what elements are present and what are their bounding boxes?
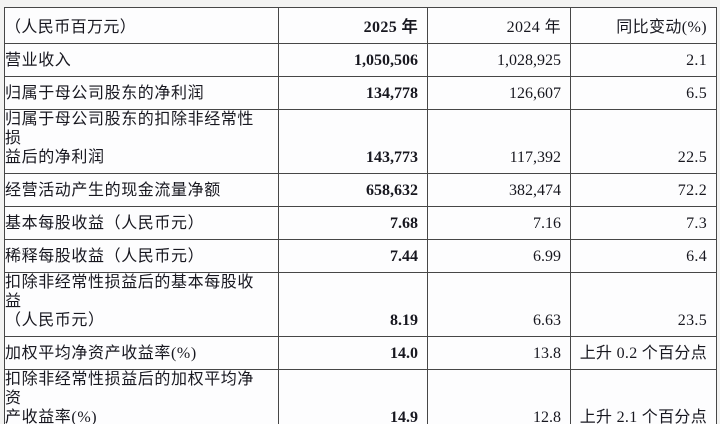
yoy-change-cell: 23.5 bbox=[570, 272, 717, 337]
value-2025-cell: 8.19 bbox=[278, 272, 428, 337]
col-header-yoy-change: 同比变动(%) bbox=[570, 7, 717, 44]
value-2025-cell: 7.68 bbox=[278, 206, 428, 240]
row-label-cell: 基本每股收益（人民币元） bbox=[4, 206, 279, 240]
header-row: （人民币百万元） 2025 年 2024 年 同比变动(%) bbox=[4, 7, 717, 44]
yoy-change-cell: 72.2 bbox=[570, 173, 717, 207]
value-2025-cell: 658,632 bbox=[278, 173, 428, 207]
row-label-cell: 扣除非经常性损益后的基本每股收益 （人民币元） bbox=[4, 272, 279, 337]
yoy-change-cell: 7.3 bbox=[570, 206, 717, 240]
value-2024-cell: 1,028,925 bbox=[427, 43, 571, 77]
row-label-cell: 经营活动产生的现金流量净额 bbox=[4, 173, 279, 207]
value-2024-cell: 12.8 bbox=[427, 369, 571, 424]
yoy-change-cell: 6.5 bbox=[570, 76, 717, 110]
row-label-cell: 归属于母公司股东的净利润 bbox=[4, 76, 279, 110]
unit-note-cell: （人民币百万元） bbox=[4, 7, 279, 44]
value-2025-cell: 14.0 bbox=[278, 336, 428, 370]
row-label-cell: 扣除非经常性损益后的加权平均净资 产收益率(%) bbox=[4, 369, 279, 424]
value-2025-cell: 143,773 bbox=[278, 109, 428, 174]
value-2025-cell: 14.9 bbox=[278, 369, 428, 424]
yoy-change-cell: 2.1 bbox=[570, 43, 717, 77]
table-row: 基本每股收益（人民币元） 7.68 7.16 7.3 bbox=[4, 206, 717, 240]
table-row: 归属于母公司股东的扣除非经常性损 益后的净利润 143,773 117,392 … bbox=[4, 109, 717, 174]
value-2025-cell: 134,778 bbox=[278, 76, 428, 110]
yoy-change-cell: 上升 2.1 个百分点 bbox=[570, 369, 717, 424]
value-2024-cell: 7.16 bbox=[427, 206, 571, 240]
table-row: 经营活动产生的现金流量净额 658,632 382,474 72.2 bbox=[4, 173, 717, 207]
value-2025-cell: 1,050,506 bbox=[278, 43, 428, 77]
table-row: 归属于母公司股东的净利润 134,778 126,607 6.5 bbox=[4, 76, 717, 110]
table-row: 营业收入 1,050,506 1,028,925 2.1 bbox=[4, 43, 717, 77]
table-row: 扣除非经常性损益后的基本每股收益 （人民币元） 8.19 6.63 23.5 bbox=[4, 272, 717, 337]
financial-highlights-table: （人民币百万元） 2025 年 2024 年 同比变动(%) 营业收入 1,05… bbox=[4, 7, 717, 424]
table-row: 稀释每股收益（人民币元） 7.44 6.99 6.4 bbox=[4, 239, 717, 273]
yoy-change-cell: 22.5 bbox=[570, 109, 717, 174]
col-header-2025: 2025 年 bbox=[278, 7, 428, 44]
row-label-cell: 稀释每股收益（人民币元） bbox=[4, 239, 279, 273]
value-2024-cell: 117,392 bbox=[427, 109, 571, 174]
value-2024-cell: 126,607 bbox=[427, 76, 571, 110]
row-label-cell: 加权平均净资产收益率(%) bbox=[4, 336, 279, 370]
value-2024-cell: 13.8 bbox=[427, 336, 571, 370]
row-label-cell: 营业收入 bbox=[4, 43, 279, 77]
yoy-change-cell: 上升 0.2 个百分点 bbox=[570, 336, 717, 370]
row-label-cell: 归属于母公司股东的扣除非经常性损 益后的净利润 bbox=[4, 109, 279, 174]
value-2024-cell: 6.99 bbox=[427, 239, 571, 273]
value-2024-cell: 6.63 bbox=[427, 272, 571, 337]
value-2025-cell: 7.44 bbox=[278, 239, 428, 273]
col-header-2024: 2024 年 bbox=[427, 7, 571, 44]
value-2024-cell: 382,474 bbox=[427, 173, 571, 207]
yoy-change-cell: 6.4 bbox=[570, 239, 717, 273]
table-row: 扣除非经常性损益后的加权平均净资 产收益率(%) 14.9 12.8 上升 2.… bbox=[4, 369, 717, 424]
table-row: 加权平均净资产收益率(%) 14.0 13.8 上升 0.2 个百分点 bbox=[4, 336, 717, 370]
